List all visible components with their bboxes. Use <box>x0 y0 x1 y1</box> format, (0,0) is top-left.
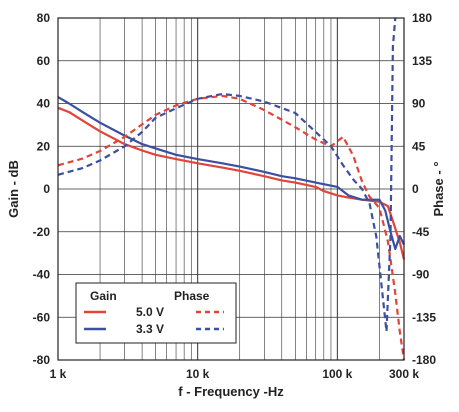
y-tick-label-right: 135 <box>412 54 432 68</box>
series-layer <box>57 17 406 361</box>
x-axis-label: f - Frequency -Hz <box>178 384 284 399</box>
grid <box>58 18 404 360</box>
phase-3-3-v-line <box>57 17 397 333</box>
y-tick-label-right: -135 <box>412 310 436 324</box>
legend-header-phase: Phase <box>174 289 210 303</box>
y-tick-label-left: -40 <box>33 268 51 282</box>
y-tick-label-left: 0 <box>43 182 50 196</box>
legend-entry-5v: 5.0 V <box>136 305 164 319</box>
legend-header-gain: Gain <box>90 289 117 303</box>
y-tick-label-right: 180 <box>412 11 432 25</box>
y-tick-label-left: 40 <box>37 97 51 111</box>
y-tick-label-right: -45 <box>412 225 430 239</box>
plot-frame <box>57 17 405 361</box>
y-tick-label-left: -80 <box>33 353 51 367</box>
y-tick-label-right: -90 <box>412 268 430 282</box>
y-tick-label-right: 0 <box>412 182 419 196</box>
x-tick-label: 1 k <box>50 367 67 381</box>
y-tick-label-left: 60 <box>37 54 51 68</box>
y-tick-label-left: 20 <box>37 139 51 153</box>
gain-5-0-v-line <box>57 106 406 260</box>
phase-5-0-v-line <box>57 94 406 361</box>
y-tick-label-right: 45 <box>412 139 426 153</box>
x-tick-label: 10 k <box>186 367 210 381</box>
y-tick-label-right: -180 <box>412 353 436 367</box>
y-axis-label-right: Phase - ° <box>431 161 446 216</box>
y-tick-label-left: -20 <box>33 225 51 239</box>
x-tick-label: 300 k <box>389 367 419 381</box>
y-tick-label-left: -60 <box>33 310 51 324</box>
tick-labels: 80 60 40 20 0 -20 -40 -60 -80 180 135 90 45 0 -45 -90 -1… <box>33 11 437 381</box>
y-axis-label-left: Gain - dB <box>6 160 21 218</box>
legend-entry-3v3: 3.3 V <box>136 322 164 336</box>
y-tick-label-left: 80 <box>37 11 51 25</box>
gain-3-3-v-line <box>57 96 405 250</box>
legend: Gain Phase 5.0 V 3.3 V <box>75 282 237 344</box>
x-tick-label: 100 k <box>322 367 352 381</box>
y-tick-label-right: 90 <box>412 97 426 111</box>
